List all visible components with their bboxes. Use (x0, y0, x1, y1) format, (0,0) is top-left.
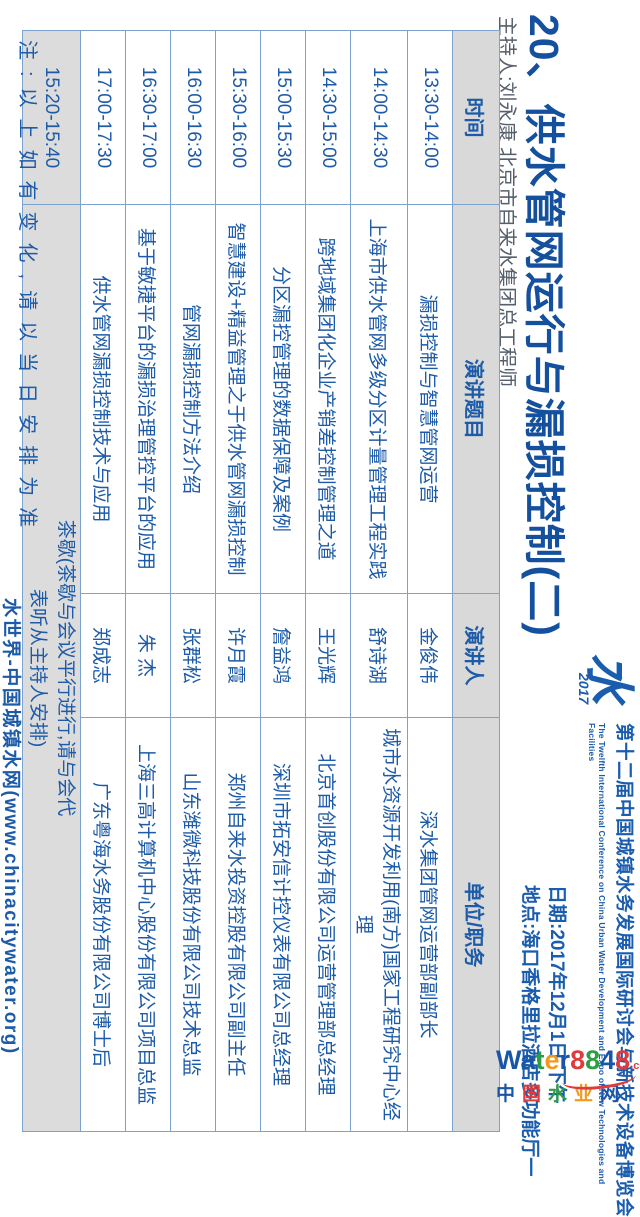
speaker-cell: 郑成志 (80, 593, 126, 718)
schedule-table: 时间 演讲题目 演讲人 单位/职务 13:30-14:00 漏损控制与智慧管网运… (22, 30, 500, 1132)
watermark-brand: Water8848 (496, 1045, 631, 1075)
org-cell: 郑州自来水投资控股有限公司副主任 (215, 717, 261, 1132)
header-topic: 演讲题目 (452, 204, 500, 594)
topic-cell: 跨地域集团化企业产销差控制管理之道 (305, 204, 351, 594)
speaker-cell: 许月霞 (215, 593, 261, 718)
watermark-domain-suffix: .com (630, 1060, 640, 1072)
watermark-cn: 中国水业网 (496, 1083, 627, 1105)
header-org: 单位/职务 (452, 717, 500, 1132)
conference-name-en: The Twelfth International Conference on … (587, 723, 607, 1185)
org-cell: 城市水资源开发利用(南方)国家工程研究中心经理 (350, 717, 408, 1132)
topic-cell: 供水管网漏损控制技术与应用 (80, 204, 126, 594)
schedule-note: 注:以上如有变化,请以当日安排为准 (16, 40, 38, 539)
conference-date: 日期:2017年12月1日 下午 (546, 885, 567, 1104)
speaker-cell: 张群松 (170, 593, 216, 718)
header-time: 时间 (452, 30, 500, 205)
conference-name-cn: 第十二届中国城镇水务发展国际研讨会与新技术设备博览会 (614, 723, 635, 1217)
speaker-cell: 朱 杰 (125, 593, 171, 718)
topic-cell: 漏损控制与智慧管网运营 (407, 204, 453, 594)
org-cell: 深水集团管网运营部副部长 (407, 717, 453, 1132)
speaker-cell: 王光辉 (305, 593, 351, 718)
rotated-schedule: 20、供水管网运行与漏损控制(二) 主持人:刘永康 北京市自来水集团总工程师 水… (0, 14, 638, 1217)
org-cell: 北京首创股份有限公司运营管理部总经理 (305, 717, 351, 1132)
topic-cell: 智慧建设+精益管理之于供水管网漏损控制 (215, 204, 261, 594)
topic-cell: 基于敏捷平台的漏损治理管控平台的应用 (125, 204, 171, 594)
logo-year: 2017 (576, 673, 592, 705)
conference-logo-icon: 水 2017 (576, 653, 638, 723)
table-row: 15:00-15:30 分区漏控管理的数据保障及案例 詹益鸿 深圳市拓安信计控仪… (260, 30, 306, 1132)
table-row: 15:30-16:00 智慧建设+精益管理之于供水管网漏损控制 许月霞 郑州自来… (215, 30, 261, 1132)
time-cell: 15:00-15:30 (260, 30, 306, 205)
table-header-row: 时间 演讲题目 演讲人 单位/职务 (452, 30, 500, 1132)
table-row: 16:30-17:00 基于敏捷平台的漏损治理管控平台的应用 朱 杰 上海三高计… (125, 30, 171, 1132)
table-row: 17:00-17:30 供水管网漏损控制技术与应用 郑成志 广东粤海水务股份有限… (80, 30, 126, 1132)
water8848-watermark: Water8848.com 中国水业网 (496, 1045, 640, 1106)
time-cell: 13:30-14:00 (407, 30, 453, 205)
time-cell: 16:30-17:00 (125, 30, 171, 205)
topic-cell: 管网漏损控制方法介绍 (170, 204, 216, 594)
org-cell: 上海三高计算机中心股份有限公司项目总监 (125, 717, 171, 1132)
topic-cell: 分区漏控管理的数据保障及案例 (260, 204, 306, 594)
time-cell: 14:30-15:00 (305, 30, 351, 205)
conference-venue: 地点:海口香格里拉酒店多功能厅一 (519, 885, 541, 1177)
table-row: 13:30-14:00 漏损控制与智慧管网运营 金俊伟 深水集团管网运营部副部长 (407, 30, 453, 1132)
table-row: 14:00-14:30 上海市供水管网多级分区计量管理工程实践 舒诗湖 城市水资… (350, 30, 408, 1132)
page-title: 20、供水管网运行与漏损控制(二) (521, 14, 567, 637)
org-cell: 广东粤海水务股份有限公司博士后 (80, 717, 126, 1132)
water8848-logo: Water8848.com (496, 1045, 640, 1076)
table-row: 16:00-16:30 管网漏损控制方法介绍 张群松 山东潍微科技股份有限公司技… (170, 30, 216, 1132)
speaker-cell: 詹益鸿 (260, 593, 306, 718)
time-cell: 16:00-16:30 (170, 30, 216, 205)
time-cell: 17:00-17:30 (80, 30, 126, 205)
org-cell: 深圳市拓安信计控仪表有限公司总经理 (260, 717, 306, 1132)
time-cell: 14:00-14:30 (350, 30, 408, 205)
time-cell: 15:30-16:00 (215, 30, 261, 205)
org-cell: 山东潍微科技股份有限公司技术总监 (170, 717, 216, 1132)
watermark-swoosh-icon (496, 1063, 638, 1093)
topic-cell: 上海市供水管网多级分区计量管理工程实践 (350, 204, 408, 594)
header-speaker: 演讲人 (452, 593, 500, 718)
speaker-cell: 金俊伟 (407, 593, 453, 718)
site-credit: 水世界-中国城镇水网(www.chinacitywater.org) (0, 598, 21, 1055)
table-row: 14:30-15:00 跨地域集团化企业产销差控制管理之道 王光辉 北京首创股份… (305, 30, 351, 1132)
speaker-cell: 舒诗湖 (350, 593, 408, 718)
